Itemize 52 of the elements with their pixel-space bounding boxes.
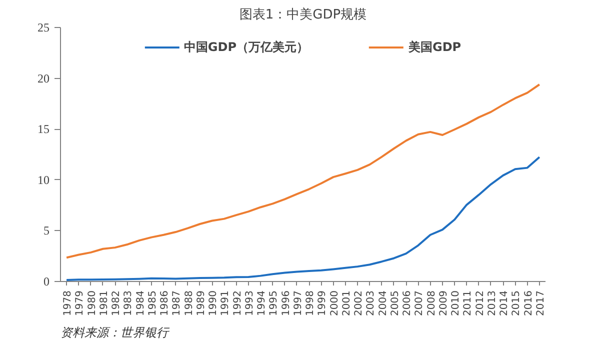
x-tick-label: 2015 <box>511 290 522 316</box>
x-tick-label: 2012 <box>474 290 486 316</box>
y-tick-label: 25 <box>38 20 50 34</box>
x-tick-label: 2000 <box>329 290 340 316</box>
x-tick-label: 2016 <box>523 290 534 316</box>
x-tick-label: 1997 <box>292 290 304 316</box>
x-tick-label: 1986 <box>160 290 171 316</box>
x-tick-label: 1988 <box>184 290 195 316</box>
x-tick-label: 1981 <box>98 290 110 316</box>
x-tick-label: 1990 <box>208 290 220 316</box>
x-tick-label: 1985 <box>147 290 158 316</box>
x-tick-label: 1994 <box>256 290 268 316</box>
y-tick-label: 0 <box>44 274 50 288</box>
y-tick-label: 5 <box>44 224 50 238</box>
x-tick-label: 1982 <box>111 290 122 316</box>
x-tick-label: 2014 <box>499 290 510 316</box>
x-tick-label: 2009 <box>438 290 450 316</box>
x-tick-label: 1999 <box>317 290 328 316</box>
x-tick-label: 1987 <box>172 290 183 316</box>
x-tick-label: 2005 <box>390 290 401 316</box>
x-tick-label: 1996 <box>280 290 292 316</box>
x-tick-label: 1979 <box>74 290 86 316</box>
x-tick-label: 1993 <box>244 290 256 316</box>
x-tick-label: 1980 <box>86 290 98 316</box>
x-tick-label: 2010 <box>450 290 462 316</box>
text: 资料来源：世界银行 <box>60 326 170 340</box>
y-tick-label: 10 <box>38 172 50 187</box>
x-tick-label: 1991 <box>220 290 232 316</box>
x-tick-label: 1983 <box>123 290 134 316</box>
x-tick-label: 2002 <box>354 290 365 316</box>
x-tick-label: 2007 <box>414 290 426 316</box>
x-tick-label: 2006 <box>402 290 414 316</box>
x-tick-label: 2004 <box>378 290 389 316</box>
x-tick-label: 2013 <box>486 290 498 316</box>
y-tick-label: 15 <box>38 122 50 136</box>
x-tick-label: 2011 <box>462 290 474 316</box>
line-series <box>66 84 540 259</box>
x-tick-label: 2001 <box>341 290 352 316</box>
x-tick-label: 1998 <box>305 290 316 316</box>
x-tick-label: 1978 <box>62 290 74 316</box>
chart-title: 图表1：中美GDP规模 <box>239 6 367 22</box>
x-tick-label: 1989 <box>196 290 207 316</box>
x-tick-label: 1984 <box>135 290 146 316</box>
x-tick-label: 2017 <box>535 290 546 316</box>
x-tick-label: 1992 <box>232 290 244 316</box>
y-tick-label: 20 <box>38 71 50 86</box>
legend-label: 中国GDP（万亿美元） <box>184 38 308 56</box>
legend-label: 美国GDP <box>408 38 462 56</box>
x-tick-label: 1995 <box>268 290 280 316</box>
x-tick-label: 2003 <box>366 290 377 316</box>
line-series <box>66 156 540 281</box>
x-tick-label: 2008 <box>426 290 438 316</box>
